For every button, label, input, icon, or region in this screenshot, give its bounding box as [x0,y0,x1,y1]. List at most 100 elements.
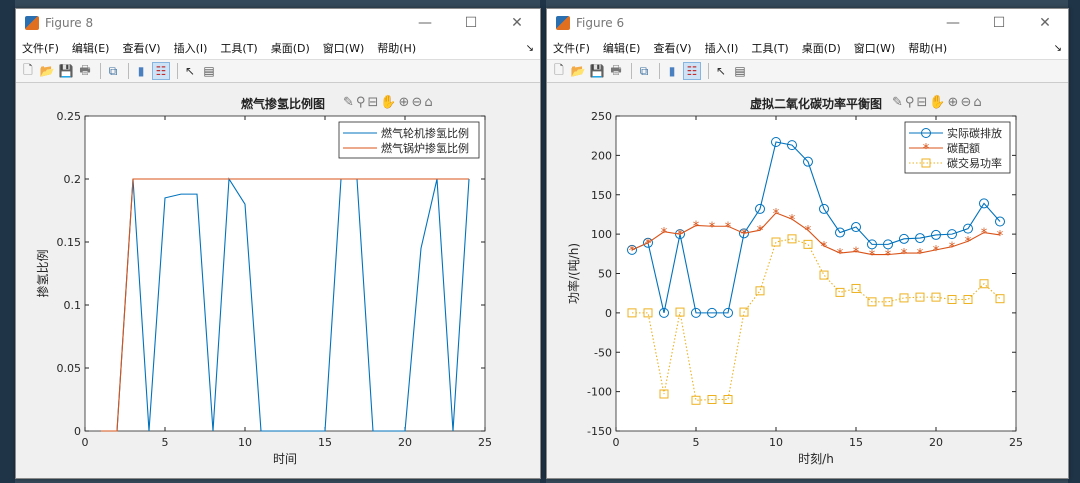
data-point [979,279,989,289]
home-icon[interactable]: ⌂ [973,95,982,110]
maximize-button[interactable]: ☐ [464,15,478,31]
link-plot-icon[interactable]: ⧉ [108,63,118,78]
menu-item[interactable]: 插入(I) [704,42,739,55]
data-point [771,136,781,147]
pan-icon[interactable]: ✋ [380,95,397,110]
legend-marker [921,128,931,138]
y-tick-label: -50 [594,346,612,359]
data-point: * [981,227,988,242]
print-icon[interactable]: 🖶 [610,62,622,77]
data-point [755,286,765,296]
y-tick-label: 150 [591,189,612,202]
open-folder-icon[interactable]: 📂 [39,64,55,78]
data-point: * [741,227,748,242]
window-title: Figure 6 [576,16,625,30]
menu-item[interactable]: 文件(F) [22,42,59,55]
legend-label: 碳交易功率 [947,156,1002,170]
title-bar[interactable]: Figure 6 — ☐ ✕ [547,9,1068,37]
data-point [627,244,637,255]
toolbar-separator [100,63,101,79]
brush-icon[interactable]: ✎ [892,95,903,110]
data-point: * [805,224,812,239]
y-tick-label: 100 [591,228,612,241]
y-tick-label: 0.25 [57,110,82,123]
menu-item[interactable]: 文件(F) [553,42,590,55]
legend-icon[interactable]: ☷ [152,62,170,80]
zoom-out-icon[interactable]: ⊖ [960,95,972,110]
y-tick-label: 0 [605,307,612,320]
data-point: * [821,240,828,255]
open-folder-icon[interactable]: 📂 [570,64,586,78]
toolbar-separator [708,63,709,79]
data-cursor-icon[interactable]: ⊟ [916,95,928,110]
title-bar[interactable]: Figure 8 — ☐ ✕ [16,9,540,37]
series-line-1 [101,178,469,432]
colorbar-icon[interactable]: ▮ [668,64,676,78]
dock-arrow-icon[interactable]: ↘ [525,42,534,54]
data-tip-icon[interactable]: ⚲ [904,95,915,110]
legend-marker [921,158,931,168]
toolbar-separator [177,63,178,79]
data-point [659,389,669,399]
pan-icon[interactable]: ✋ [929,95,946,110]
zoom-in-icon[interactable]: ⊕ [947,95,959,110]
data-point [995,294,1005,304]
data-point: * [869,249,876,264]
colorbar-icon[interactable]: ▮ [137,64,145,78]
close-button[interactable]: ✕ [511,15,523,31]
series-line-1 [631,212,1001,256]
close-button[interactable]: ✕ [1039,15,1051,31]
pointer-icon[interactable]: ↖ [184,64,196,78]
maximize-button[interactable]: ☐ [992,15,1006,31]
save-icon[interactable]: 💾 [589,64,605,78]
home-icon[interactable]: ⌂ [424,95,433,110]
data-point: * [997,229,1004,244]
zoom-in-icon[interactable]: ⊕ [398,95,410,110]
menu-item[interactable]: 窗口(W) [322,42,365,55]
x-tick-label: 15 [849,436,863,449]
menu-item[interactable]: 工具(T) [220,42,258,55]
legend-label: 碳配额 [947,141,980,155]
toolbar-separator [659,63,660,79]
menu-item[interactable]: 查看(V) [653,42,692,55]
minimize-button[interactable]: — [418,15,432,31]
dock-arrow-icon[interactable]: ↘ [1053,42,1062,54]
y-axis-label: 功率/(吨/h) [566,243,581,304]
save-icon[interactable]: 💾 [58,64,74,78]
data-point [883,239,893,250]
menu-item[interactable]: 编辑(E) [71,42,110,55]
zoom-out-icon[interactable]: ⊖ [411,95,423,110]
data-point [995,216,1005,227]
data-point: * [693,219,700,234]
brush-icon[interactable]: ✎ [343,95,354,110]
link-plot-icon[interactable]: ⧉ [639,63,649,78]
pointer-icon[interactable]: ↖ [715,64,727,78]
new-file-icon[interactable]: 🗋 [23,62,33,77]
menu-item[interactable]: 查看(V) [122,42,161,55]
minimize-button[interactable]: — [946,15,960,31]
menu-item[interactable]: 桌面(D) [801,42,841,55]
data-point: * [677,228,684,243]
menu-item[interactable]: 窗口(W) [853,42,896,55]
data-cursor-icon[interactable]: ⊟ [367,95,379,110]
data-point [899,233,909,244]
data-tip-icon[interactable]: ⚲ [355,95,366,110]
print-icon[interactable]: 🖶 [79,62,91,77]
legend-icon[interactable]: ☷ [683,62,701,80]
menu-item[interactable]: 工具(T) [751,42,789,55]
menu-item[interactable]: 插入(I) [173,42,208,55]
data-point: * [885,249,892,264]
new-file-icon[interactable]: 🗋 [554,62,564,77]
menu-item[interactable]: 帮助(H) [377,42,417,55]
menu-item[interactable]: 桌面(D) [270,42,310,55]
menu-item[interactable]: 帮助(H) [908,42,948,55]
property-editor-icon[interactable]: ▤ [203,64,215,78]
x-tick-label: 15 [318,436,332,449]
data-point [867,239,877,250]
property-editor-icon[interactable]: ▤ [734,64,746,78]
toolbar-separator [128,63,129,79]
series-line-0 [631,141,1001,314]
data-point [915,292,925,302]
menu-item[interactable]: 编辑(E) [602,42,641,55]
data-point [851,222,861,233]
